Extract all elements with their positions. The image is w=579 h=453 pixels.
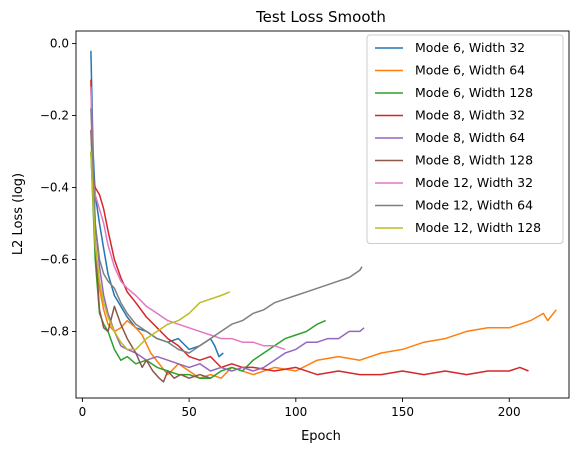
legend-label-4: Mode 8, Width 32 [415, 108, 525, 123]
x-tick-label: 50 [181, 405, 196, 419]
x-tick-label: 100 [284, 405, 307, 419]
legend-label-1: Mode 6, Width 32 [415, 40, 525, 55]
legend-label-3: Mode 6, Width 128 [415, 85, 533, 100]
x-axis-label: Epoch [301, 429, 341, 444]
y-tick-label: −0.6 [40, 252, 69, 266]
legend-label-5: Mode 8, Width 64 [415, 130, 525, 145]
y-tick-label: −0.8 [40, 324, 69, 338]
series-line-8 [90, 108, 363, 354]
y-axis-label: L2 Loss (log) [11, 173, 26, 255]
chart-title: Test Loss Smooth [255, 8, 386, 26]
x-tick-label: 150 [391, 405, 414, 419]
y-axis: 0.0 −0.2 −0.4 −0.6 −0.8 [40, 37, 76, 338]
legend-label-8: Mode 12, Width 64 [415, 198, 533, 213]
legend: Mode 6, Width 32 Mode 6, Width 64 Mode 6, … [366, 34, 564, 244]
series-line-2 [90, 151, 557, 379]
series-line-3 [90, 151, 326, 379]
plot-frame [75, 30, 570, 399]
x-tick-label: 0 [79, 405, 87, 419]
x-tick-label: 200 [498, 405, 521, 419]
legend-box [366, 34, 564, 244]
y-tick-label: −0.4 [40, 181, 69, 195]
series-layer [90, 50, 557, 383]
legend-label-2: Mode 6, Width 64 [415, 63, 525, 78]
legend-label-7: Mode 12, Width 32 [415, 175, 533, 190]
y-tick-label: −0.2 [40, 109, 69, 123]
series-line-6 [90, 129, 211, 383]
legend-label-6: Mode 8, Width 128 [415, 153, 533, 168]
series-line-7 [90, 86, 286, 351]
x-axis: 0 50 100 150 200 [79, 398, 521, 419]
series-line-9 [90, 151, 230, 351]
legend-label-9: Mode 12, Width 128 [415, 220, 541, 235]
y-tick-label: 0.0 [50, 37, 69, 51]
